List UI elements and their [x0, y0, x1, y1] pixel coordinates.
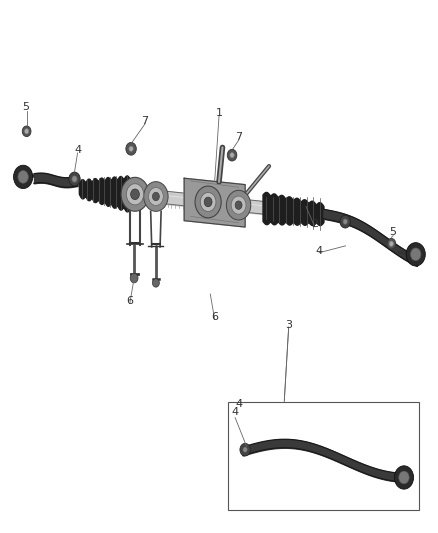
Polygon shape — [184, 178, 245, 227]
Text: 6: 6 — [126, 296, 133, 306]
Text: 7: 7 — [235, 132, 242, 142]
Circle shape — [121, 177, 149, 211]
Circle shape — [240, 443, 251, 456]
Circle shape — [152, 192, 159, 201]
Circle shape — [25, 128, 29, 134]
Circle shape — [226, 190, 251, 220]
Circle shape — [389, 241, 393, 246]
Circle shape — [204, 197, 212, 207]
Circle shape — [126, 184, 144, 205]
Text: 4: 4 — [74, 145, 81, 155]
Text: 5: 5 — [389, 227, 396, 237]
Circle shape — [227, 149, 237, 161]
Text: 3: 3 — [285, 320, 292, 330]
Circle shape — [394, 466, 413, 489]
Circle shape — [152, 279, 159, 287]
Circle shape — [18, 171, 28, 183]
Text: 7: 7 — [141, 116, 148, 126]
Circle shape — [126, 142, 136, 155]
Text: 6: 6 — [211, 312, 218, 322]
Circle shape — [235, 201, 242, 209]
Circle shape — [343, 219, 347, 224]
Circle shape — [144, 182, 168, 211]
Bar — [228, 402, 419, 511]
Circle shape — [406, 243, 425, 266]
Text: 5: 5 — [22, 102, 29, 112]
Circle shape — [130, 273, 138, 283]
Circle shape — [14, 165, 33, 189]
Text: 4: 4 — [235, 399, 242, 409]
Circle shape — [148, 188, 163, 206]
Circle shape — [131, 189, 139, 199]
Circle shape — [200, 192, 216, 212]
Text: 4: 4 — [315, 246, 323, 256]
Text: 4: 4 — [232, 407, 239, 417]
Circle shape — [340, 215, 350, 228]
Circle shape — [22, 126, 31, 136]
Circle shape — [195, 186, 221, 218]
Circle shape — [399, 471, 409, 484]
Circle shape — [243, 447, 247, 453]
Circle shape — [387, 238, 396, 249]
Circle shape — [72, 176, 77, 182]
Text: 1: 1 — [215, 108, 223, 118]
Circle shape — [230, 152, 234, 158]
Circle shape — [231, 196, 246, 214]
Circle shape — [69, 172, 80, 186]
Text: 2: 2 — [311, 219, 318, 229]
Circle shape — [129, 146, 133, 151]
Circle shape — [410, 248, 421, 261]
